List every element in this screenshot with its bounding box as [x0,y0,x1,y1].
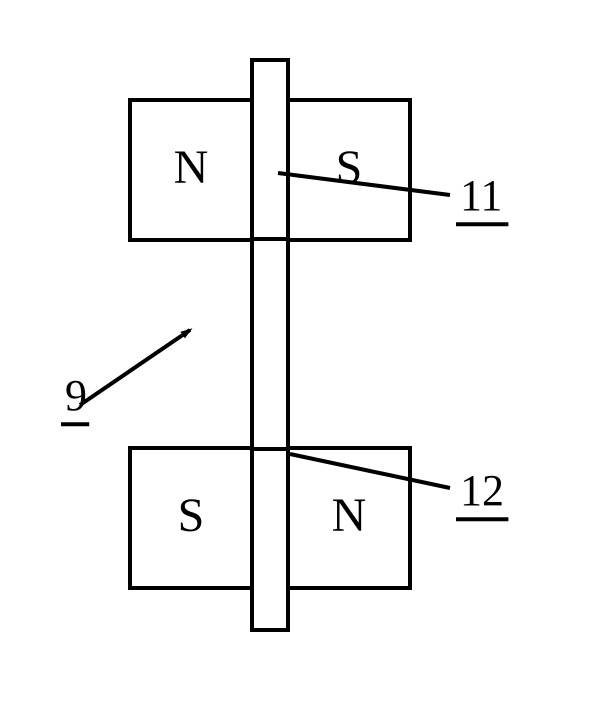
bottom-magnet-left-label: S [178,489,205,542]
callout-label-c12: 12 [460,466,504,515]
top-magnet-left-label: N [174,141,209,194]
callout-line-c11 [278,173,450,195]
shaft [252,60,288,630]
bottom-magnet-right-label: N [332,489,367,542]
top-magnet-right-label: S [336,141,363,194]
callout-label-c9: 9 [65,371,87,420]
callout-label-c11: 11 [460,171,502,220]
callout-line-c9 [80,330,190,405]
callout-line-c12 [290,454,450,488]
